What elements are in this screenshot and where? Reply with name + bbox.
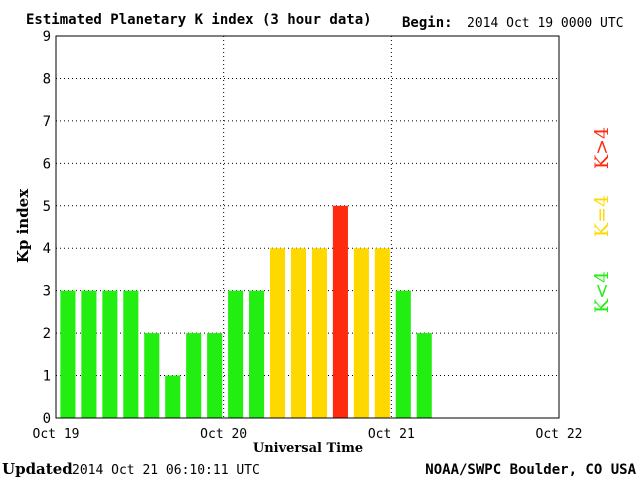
- y-tick-label: 2: [43, 326, 51, 342]
- kp-bar: [395, 290, 411, 418]
- y-tick-label: 8: [43, 71, 51, 87]
- bars-group: [60, 205, 432, 418]
- kp-bar: [207, 333, 223, 418]
- y-tick-label: 5: [43, 199, 51, 215]
- kp-bar: [311, 248, 327, 418]
- kp-bar: [144, 333, 160, 418]
- x-tick-label: Oct 21: [368, 427, 415, 442]
- kp-bar: [81, 290, 97, 418]
- kp-bar: [102, 290, 118, 418]
- y-tick-label: 4: [43, 241, 51, 257]
- chart-title: Estimated Planetary K index (3 hour data…: [26, 12, 372, 28]
- kp-bar: [332, 205, 348, 418]
- tick-labels: 0 1 2 3 4 5 6 7 8 9 Oct 19 Oct 20 Oct 21 Oct 22: [33, 29, 583, 442]
- source-credit: NOAA/SWPC Boulder, CO USA: [425, 462, 636, 478]
- updated-value: 2014 Oct 21 06:10:11 UTC: [72, 463, 260, 478]
- kp-bar: [353, 248, 369, 418]
- legend-k-less: K<4: [591, 271, 613, 313]
- x-tick-label: Oct 19: [33, 427, 80, 442]
- updated-label: Updated: [2, 460, 73, 478]
- x-tick-label: Oct 22: [536, 427, 583, 442]
- kp-bar: [165, 375, 181, 418]
- x-tick-label: Oct 20: [200, 427, 247, 442]
- legend-k-equal: K=4: [591, 195, 613, 237]
- kp-bar: [60, 290, 76, 418]
- kp-bar: [269, 248, 286, 418]
- plot-frame: [55, 35, 560, 419]
- y-tick-label: 7: [43, 114, 51, 130]
- kp-bar: [186, 333, 202, 418]
- x-axis-label: Universal Time: [253, 441, 363, 456]
- y-axis-label: Kp index: [14, 188, 32, 263]
- y-tick-label: 0: [43, 411, 51, 427]
- y-tick-label: 1: [43, 369, 51, 385]
- y-tick-label: 3: [43, 284, 51, 300]
- y-tick-label: 9: [43, 29, 51, 45]
- begin-label: Begin:: [402, 15, 453, 31]
- kp-bar: [374, 248, 390, 418]
- begin-value: 2014 Oct 19 0000 UTC: [467, 16, 624, 31]
- legend-k-greater: K>4: [591, 127, 613, 169]
- kp-bar: [228, 290, 244, 418]
- kp-bar: [290, 248, 307, 418]
- y-tick-label: 6: [43, 156, 51, 172]
- kp-bar: [123, 290, 139, 418]
- kp-bar: [416, 333, 432, 418]
- kp-bar: [249, 290, 265, 418]
